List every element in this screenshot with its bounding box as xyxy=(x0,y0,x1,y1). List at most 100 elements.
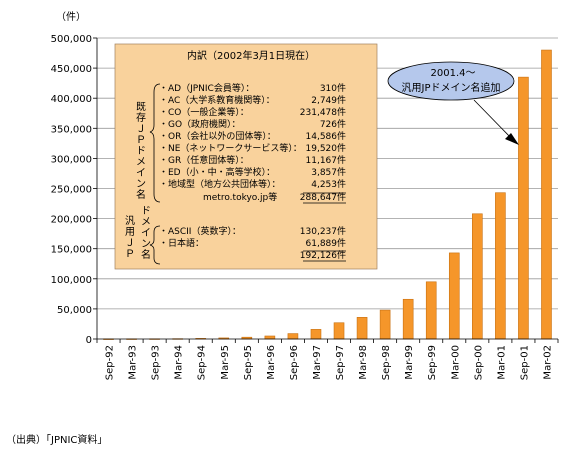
vertical-label-char: ン xyxy=(136,179,146,190)
x-axis: Sep-92 Mar-93 Sep-93 Mar-94 Sep-94 Mar-95 Sep-… xyxy=(96,338,559,380)
vertical-label-char: 名 xyxy=(136,188,146,201)
x-tick-label: Mar-98 xyxy=(358,345,369,380)
bar xyxy=(333,322,345,340)
vertical-label-char: 既 xyxy=(136,101,146,113)
vertical-label-char: イ xyxy=(136,168,146,179)
vertical-label-char: メ xyxy=(136,157,146,168)
x-tick-label: Sep-96 xyxy=(289,345,300,380)
breakdown-row-value: 130,237件 xyxy=(300,225,346,237)
bar xyxy=(448,252,460,340)
x-tick-label: Mar-95 xyxy=(220,345,231,380)
breakdown-row-value: 11,167件 xyxy=(306,154,347,166)
vertical-label-char: Ｐ xyxy=(136,135,146,146)
x-tick-label: Mar-93 xyxy=(128,345,139,380)
vertical-label-char: 存 xyxy=(136,111,146,124)
y-tick-label: 150,000 xyxy=(51,245,92,256)
breakdown-row-label: ・GO（政府機関）： xyxy=(159,118,241,130)
bar xyxy=(379,309,391,340)
x-tick-label: Mar-00 xyxy=(450,345,461,380)
group2-brace xyxy=(149,225,161,265)
x-tick-label: Sep-95 xyxy=(243,345,254,380)
y-tick-label: 500,000 xyxy=(51,34,92,45)
vertical-label-char: ン xyxy=(141,239,151,250)
y-tick-label: 400,000 xyxy=(51,94,92,105)
bar xyxy=(541,49,552,340)
breakdown-row-label: ・ASCII（英数字）： xyxy=(159,225,241,237)
x-tick-label: Sep-00 xyxy=(473,345,484,380)
x-tick-label: Sep-92 xyxy=(105,345,116,380)
vertical-label-char: ド xyxy=(141,206,151,217)
callout-line-2: 汎用JPドメイン名追加 xyxy=(402,81,501,94)
group1-rows: ・AD（JPNIC会員等）： 310件・AC（大学系教育機関等）： 2,749件・C… xyxy=(159,82,346,190)
bar xyxy=(518,76,529,340)
vertical-label-char: 汎 xyxy=(125,214,135,227)
breakdown-row-label: ・AC（大学系教育機関等）： xyxy=(159,94,275,106)
bar xyxy=(356,317,368,340)
breakdown-row-label: ・ED（小・中・高等学校）： xyxy=(159,166,275,178)
breakdown-row-label: ・AD（JPNIC会員等）： xyxy=(159,82,254,94)
group2-rows: ・ASCII（英数字）： 130,237件・日本語： 61,889件 xyxy=(159,225,346,249)
y-tick-label: 100,000 xyxy=(51,275,92,286)
y-tick-label: 250,000 xyxy=(51,185,92,196)
x-tick-label: Sep-01 xyxy=(519,345,530,380)
breakdown-row-value: 310件 xyxy=(320,82,346,94)
vertical-label-char: イ xyxy=(141,228,151,239)
domain-name-label: ドメイン名 xyxy=(141,206,151,261)
y-tick-label: 300,000 xyxy=(51,154,92,165)
y-tick-label: 350,000 xyxy=(51,124,92,135)
source-note: （出典）「JPNIC資料」 xyxy=(6,435,108,446)
group1-total: 288,647件 xyxy=(300,191,346,203)
y-tick-label: 200,000 xyxy=(51,215,92,226)
y-tick-label: 50,000 xyxy=(57,305,92,316)
callout-line-1: 2001.4～ xyxy=(431,68,476,79)
bar xyxy=(402,298,414,340)
breakdown-row-label: ・地域型（地方公共団体等）： xyxy=(159,178,281,190)
x-tick-label: Mar-97 xyxy=(312,345,323,380)
breakdown-row-value: 231,478件 xyxy=(300,106,346,118)
x-tick-label: Mar-94 xyxy=(174,345,185,380)
x-tick-label: Mar-96 xyxy=(266,345,277,380)
bar xyxy=(495,192,506,340)
x-tick-label: Sep-99 xyxy=(427,345,438,380)
vertical-label-char: Ｊ xyxy=(125,238,135,249)
breakdown-row-label: ・GR（任意団体等）： xyxy=(159,154,249,166)
callout-arrow-line xyxy=(473,99,515,142)
general-jp-label: 汎用ＪＰ xyxy=(125,214,135,260)
breakdown-row-label: ・OR（会社以外の団体等）： xyxy=(159,130,276,142)
breakdown-title: 内訳（2002年3月1日現在） xyxy=(187,49,315,62)
x-tick-label: Sep-97 xyxy=(335,345,346,380)
group1-brace xyxy=(149,83,161,203)
breakdown-row-value: 14,586件 xyxy=(306,130,347,142)
bar xyxy=(425,281,437,340)
x-tick-label: Mar-02 xyxy=(542,345,553,380)
breakdown-row-value: 61,889件 xyxy=(306,237,347,249)
callout-ellipse xyxy=(387,61,515,101)
vertical-label-char: Ｐ xyxy=(125,249,135,260)
breakdown-row-value: 3,857件 xyxy=(311,166,346,178)
x-tick-label: Sep-98 xyxy=(381,345,392,380)
breakdown-row-label: ・CO（一般企業等）： xyxy=(159,106,249,118)
bar xyxy=(264,335,276,340)
callout: 2001.4～ 汎用JPドメイン名追加 xyxy=(387,61,519,145)
breakdown-row-value: 726件 xyxy=(320,118,346,130)
breakdown-box-background xyxy=(114,43,378,270)
y-axis: 0 50,000 100,000 150,000 200,000 250,000 300,0… xyxy=(51,34,98,346)
bar xyxy=(472,213,483,340)
breakdown-row-label: ・NE（ネットワークサービス等）： xyxy=(159,142,302,154)
vertical-label-char: メ xyxy=(141,217,151,228)
breakdown-row-label: ・日本語： xyxy=(159,237,204,249)
breakdown-row-value: 19,520件 xyxy=(306,142,347,154)
breakdown-row-value: 4,253件 xyxy=(311,178,346,190)
bar xyxy=(287,333,299,340)
vertical-label-char: 用 xyxy=(125,227,135,238)
callout-arrow-head xyxy=(505,133,519,145)
bar xyxy=(310,329,322,340)
y-tick-label: 450,000 xyxy=(51,64,92,75)
x-tick-label: Mar-01 xyxy=(496,345,507,380)
x-tick-label: Sep-93 xyxy=(151,345,162,380)
breakdown-row-value: 2,749件 xyxy=(311,94,346,106)
x-tick-label: Sep-94 xyxy=(197,345,208,380)
